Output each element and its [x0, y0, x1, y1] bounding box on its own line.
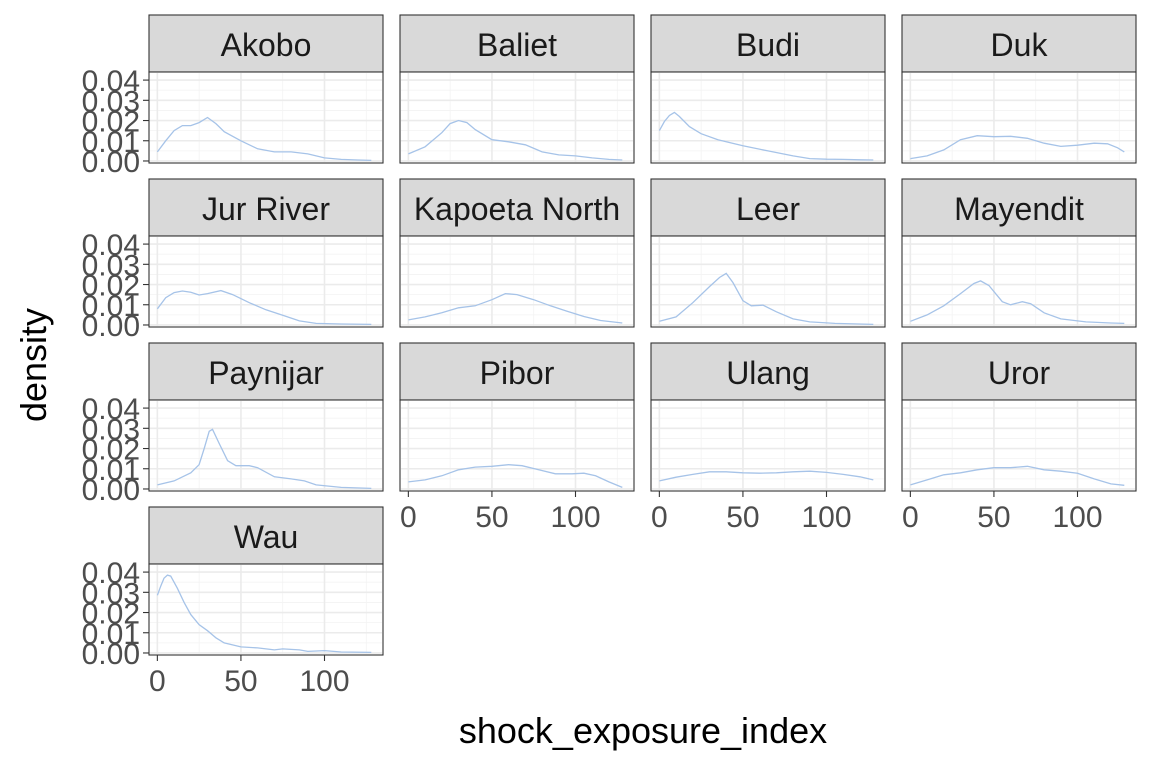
facet-strip-akobo — [148, 14, 384, 73]
density-line-jur-river — [156, 289, 372, 326]
x-tick-label: 50 — [224, 665, 257, 698]
facet-label-duk: Duk — [991, 27, 1049, 63]
facet-panel-wau — [148, 563, 384, 656]
facet-label-baliet: Baliet — [477, 27, 557, 63]
facet-wau: Wau 0.000.010.020.030.04 0 50 100 — [82, 506, 384, 698]
density-line-duk — [910, 135, 1125, 160]
y-tick-label: 0.03 — [82, 85, 140, 118]
facet-panel-ulang — [650, 399, 886, 492]
y-tick-label: 0.03 — [82, 577, 140, 610]
density-line-baliet — [408, 119, 623, 161]
facet-panel-mayendit — [901, 235, 1137, 328]
y-tick-label: 0.01 — [82, 454, 140, 487]
facet-strip-kapoeta-north — [399, 178, 635, 237]
y-tick-label: 0.01 — [82, 290, 140, 323]
facet-strip-budi — [650, 14, 886, 73]
density-line-akobo — [156, 116, 372, 162]
y-tick-label: 0.02 — [82, 106, 140, 139]
density-line-kapoeta-north — [408, 292, 623, 324]
facet-strip-mayendit — [901, 178, 1137, 237]
facet-label-wau: Wau — [234, 519, 299, 555]
facet-uror: Uror 0 50 100 — [901, 342, 1137, 534]
x-tick-label: 50 — [977, 501, 1010, 534]
y-tick-label: 0.02 — [82, 598, 140, 631]
y-tick-label: 0.04 — [82, 229, 140, 262]
x-tick-label: 0 — [149, 665, 166, 698]
facet-strip-uror — [901, 342, 1137, 401]
y-tick-label: 0.00 — [82, 310, 140, 343]
y-tick-label: 0.00 — [82, 638, 140, 671]
facet-ulang: Ulang 0 50 100 — [650, 342, 886, 534]
x-tick-label: 100 — [1052, 501, 1102, 534]
y-tick-label: 0.00 — [82, 146, 140, 179]
facet-strip-wau — [148, 506, 384, 565]
x-tick-label: 50 — [475, 501, 508, 534]
facet-panel-duk — [901, 71, 1137, 164]
facet-label-pibor: Pibor — [480, 355, 555, 391]
y-tick-label: 0.01 — [82, 618, 140, 651]
facet-label-leer: Leer — [736, 191, 800, 227]
facet-strip-pibor — [399, 342, 635, 401]
y-tick-label: 0.02 — [82, 434, 140, 467]
facet-label-uror: Uror — [988, 355, 1051, 391]
x-tick-label: 0 — [400, 501, 417, 534]
facet-strip-baliet — [399, 14, 635, 73]
density-line-pibor — [408, 464, 623, 489]
y-tick-label: 0.03 — [82, 413, 140, 446]
x-axis-title: shock_exposure_index — [459, 710, 827, 751]
facet-label-budi: Budi — [736, 27, 800, 63]
facet-leer: Leer — [650, 178, 886, 328]
facet-panel-akobo — [148, 71, 384, 164]
density-line-paynijar — [157, 428, 372, 490]
facet-panel-paynijar — [148, 399, 384, 492]
density-line-mayendit — [910, 280, 1125, 325]
x-tick-label: 50 — [726, 501, 759, 534]
density-line-budi — [658, 111, 874, 161]
facet-panel-leer — [650, 235, 886, 328]
facet-budi: Budi — [650, 14, 886, 164]
facet-panel-budi — [650, 71, 886, 164]
y-tick-label: 0.04 — [82, 393, 140, 426]
x-tick-label: 100 — [299, 665, 349, 698]
facet-panel-jur-river — [148, 235, 384, 328]
density-line-ulang — [659, 470, 874, 482]
facet-duk: Duk — [901, 14, 1137, 164]
facet-akobo: Akobo 0.000.010.020.030.04 — [82, 14, 384, 179]
facet-label-kapoeta-north: Kapoeta North — [414, 191, 620, 227]
density-line-uror — [910, 465, 1125, 486]
facet-label-akobo: Akobo — [221, 27, 312, 63]
x-tick-label: 100 — [801, 501, 851, 534]
facet-baliet: Baliet — [399, 14, 635, 164]
y-tick-label: 0.04 — [82, 65, 140, 98]
facet-jur-river: Jur River 0.000.010.020.030.04 — [82, 178, 384, 343]
facet-paynijar: Paynijar 0.000.010.020.030.04 — [82, 342, 384, 507]
density-line-wau — [156, 574, 372, 654]
facet-panel-kapoeta-north — [399, 235, 635, 328]
facet-panel-baliet — [399, 71, 635, 164]
facet-strip-duk — [901, 14, 1137, 73]
y-axis-title: density — [13, 308, 54, 422]
facet-strip-ulang — [650, 342, 886, 401]
y-tick-label: 0.03 — [82, 249, 140, 282]
x-tick-label: 0 — [651, 501, 668, 534]
facet-strip-leer — [650, 178, 886, 237]
facet-label-ulang: Ulang — [726, 355, 810, 391]
density-line-leer — [659, 272, 874, 326]
facet-label-jur-river: Jur River — [202, 191, 330, 227]
y-tick-label: 0.02 — [82, 270, 140, 303]
facet-strip-paynijar — [148, 342, 384, 401]
facet-pibor: Pibor 0 50 100 — [399, 342, 635, 534]
facet-kapoeta-north: Kapoeta North — [399, 178, 635, 328]
x-tick-label: 0 — [902, 501, 919, 534]
y-tick-label: 0.00 — [82, 474, 140, 507]
y-tick-label: 0.04 — [82, 557, 140, 590]
facet-strip-jur-river — [148, 178, 384, 237]
y-tick-label: 0.01 — [82, 126, 140, 159]
facet-mayendit: Mayendit — [901, 178, 1137, 328]
x-tick-label: 100 — [550, 501, 600, 534]
facet-label-paynijar: Paynijar — [208, 355, 324, 391]
facet-label-mayendit: Mayendit — [954, 191, 1084, 227]
